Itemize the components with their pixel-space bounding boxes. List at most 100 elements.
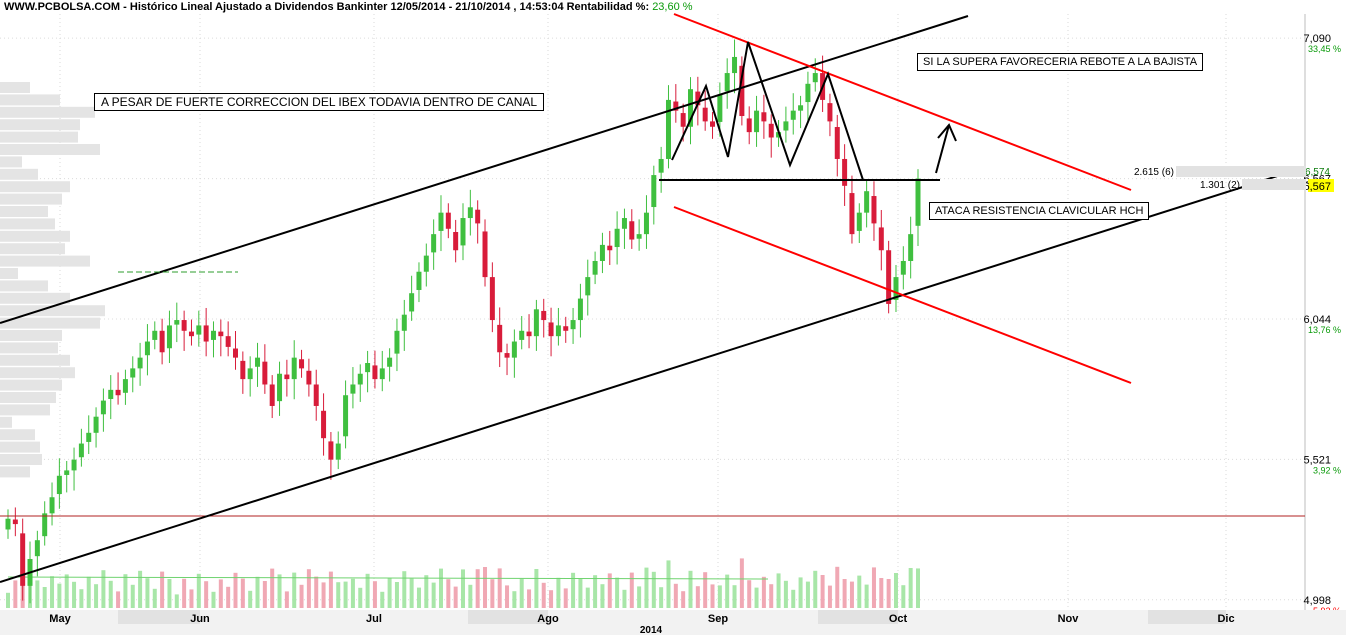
candle-body: [658, 158, 664, 173]
volume-bar: [725, 574, 730, 608]
candle-body: [328, 441, 334, 460]
candle-body: [100, 400, 106, 415]
volume-bar: [681, 591, 686, 608]
candle-body: [541, 310, 547, 321]
candle-body: [379, 368, 385, 380]
candle-body: [629, 221, 635, 240]
volume-bar: [277, 574, 282, 608]
candle-body: [357, 373, 363, 385]
volume-bar: [556, 577, 561, 608]
volume-bar: [732, 585, 737, 608]
volume-bar: [6, 592, 10, 608]
x-axis-shade: [468, 610, 548, 624]
candle-body: [776, 132, 782, 138]
candle-body: [533, 309, 539, 337]
volume-bar: [813, 570, 818, 608]
volume-bar: [754, 587, 759, 608]
candle-body: [893, 277, 899, 300]
volume-bar: [871, 567, 876, 608]
profile-bar: [0, 342, 58, 354]
profile-bar: [0, 379, 62, 391]
candle-body: [284, 374, 290, 380]
candle-body: [570, 320, 576, 330]
volume-bar: [372, 581, 377, 608]
candle-body: [144, 341, 150, 356]
candle-body: [665, 99, 671, 159]
volume-bar: [431, 582, 436, 608]
candle-body: [122, 379, 128, 393]
candle-body: [409, 293, 415, 312]
candle-body: [159, 330, 165, 353]
candle-body: [218, 331, 224, 337]
volume-bar: [769, 584, 774, 608]
candle-body: [233, 348, 238, 358]
candle-body: [188, 331, 194, 337]
lower-channel-line: [0, 171, 1291, 583]
candle-body: [878, 227, 884, 251]
profile-bar: [0, 416, 12, 428]
volume-bar: [615, 577, 620, 608]
x-axis-shade: [118, 610, 200, 624]
candle-body: [34, 540, 40, 557]
candle-body: [702, 107, 708, 122]
volume-bar: [13, 580, 18, 608]
volume-bar: [292, 572, 297, 608]
profile-bar: [0, 119, 80, 131]
volume-bar: [519, 578, 524, 608]
candle-body: [423, 255, 429, 272]
candle-body: [78, 443, 84, 458]
upper-channel-line: [0, 15, 969, 324]
x-tick-label: Jul: [366, 613, 382, 625]
y-pct-label: 3,92 %: [1313, 465, 1341, 475]
candle-body: [93, 416, 99, 433]
profile-bar: [0, 268, 18, 279]
candle-body: [431, 234, 437, 253]
volume-bar: [541, 582, 546, 608]
bear-channel-upper: [673, 13, 1132, 191]
volume-bar: [827, 585, 832, 608]
volume-bar: [629, 572, 634, 608]
candle-body: [174, 320, 180, 325]
candle-body: [262, 361, 268, 385]
candle-body: [849, 193, 855, 235]
candle-body: [732, 56, 738, 74]
candle-body: [115, 389, 121, 396]
candle-body: [313, 384, 319, 406]
candle-body: [49, 497, 55, 514]
volume-bar: [864, 584, 869, 608]
candle-body: [585, 277, 591, 296]
volume-bar: [424, 575, 429, 608]
x-tick-label: Ago: [537, 613, 559, 625]
candle-body: [438, 212, 444, 231]
channel-annotation: A PESAR DE FUERTE CORRECCION DEL IBEX TO…: [94, 93, 545, 111]
candle-body: [5, 518, 11, 530]
volume-bar: [145, 578, 150, 608]
candle-body: [555, 325, 561, 337]
candle-body: [467, 207, 473, 219]
volume-bar: [695, 586, 700, 608]
volume-bar: [284, 591, 289, 608]
candle-body: [614, 228, 620, 248]
volume-bar: [761, 576, 766, 608]
volume-bar: [211, 591, 216, 608]
profile-bar-right: [1242, 179, 1306, 190]
volume-bar: [270, 568, 275, 608]
breakout-arrow-head: [937, 123, 957, 142]
candle-body: [277, 373, 283, 402]
volume-bar: [791, 589, 796, 608]
volume-bar: [916, 568, 920, 608]
candle-body: [489, 277, 495, 321]
volume-bar: [86, 576, 91, 608]
candle-body: [908, 234, 914, 261]
candle-body: [460, 218, 466, 246]
candle-body: [71, 459, 77, 471]
site-name: WWW.PCBOLSA.COM: [4, 1, 121, 13]
volume-bar: [879, 578, 884, 608]
volume-bar: [490, 579, 495, 608]
candle-body: [592, 260, 598, 275]
candle-body: [321, 410, 327, 439]
candle-body: [834, 127, 840, 159]
profile-bar: [0, 429, 35, 441]
profile-bar: [0, 292, 70, 304]
